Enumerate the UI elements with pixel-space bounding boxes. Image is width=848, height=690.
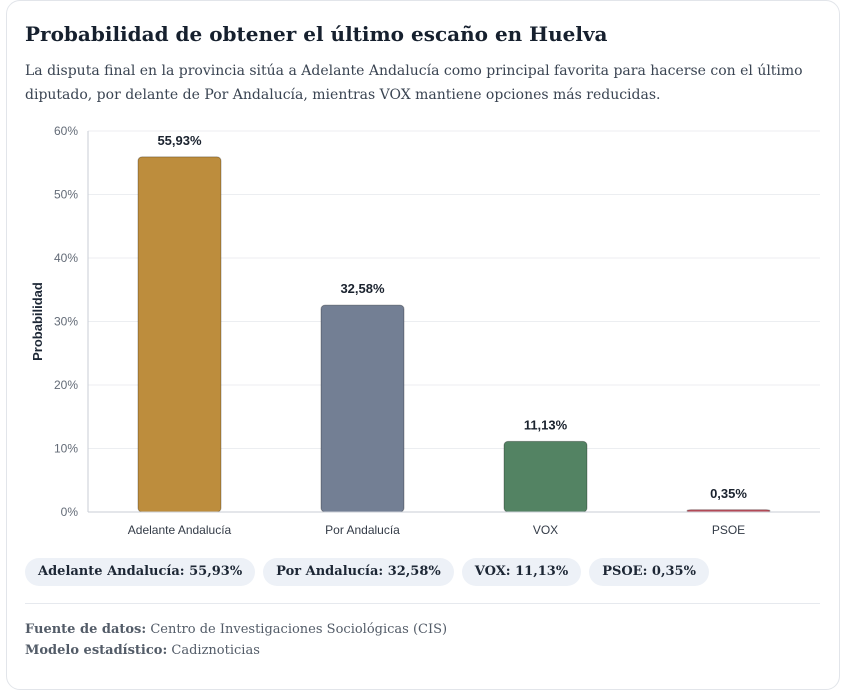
value-label-vox: 11,13% xyxy=(524,417,568,432)
y-tick-label: 50% xyxy=(54,188,78,202)
bar-adelante-andalucia[interactable] xyxy=(137,156,222,513)
source-label: Fuente de datos: xyxy=(25,622,147,637)
value-label-adelante-andalucia: 55,93% xyxy=(157,133,202,148)
source-value: Centro de Investigaciones Sociológicas (… xyxy=(150,622,448,637)
legend-pill-vox: VOX: 11,13% xyxy=(461,558,582,586)
chart-subtitle: La disputa final en la provincia sitúa a… xyxy=(25,63,803,103)
y-tick-label: 60% xyxy=(54,124,78,138)
bar-chart: 0% 10% 20% 30% 40% 50% 60% Probabilidad 55,93%… xyxy=(30,124,820,537)
y-tick-label: 10% xyxy=(54,442,78,456)
x-tick-label-adelante-andalucia: Adelante Andalucía xyxy=(128,523,232,537)
y-axis-ticks: 0% 10% 20% 30% 40% 50% 60% xyxy=(54,124,78,519)
value-labels: 55,93% 32,58% 11,13% 0,35% xyxy=(157,133,747,501)
y-axis-label: Probabilidad xyxy=(30,282,45,361)
chart-footer: Fuente de datos: Centro de Investigacion… xyxy=(25,619,447,661)
x-axis-ticks: Adelante Andalucía Por Andalucía VOX PSOE xyxy=(128,523,745,537)
legend-pill-adelante-andalucia: Adelante Andalucía: 55,93% xyxy=(25,558,256,586)
y-tick-label: 30% xyxy=(54,315,78,329)
source-line: Fuente de datos: Centro de Investigacion… xyxy=(25,619,447,640)
x-tick-label-por-andalucia: Por Andalucía xyxy=(325,523,400,537)
legend-pill-por-andalucia: Por Andalucía: 32,58% xyxy=(263,558,454,586)
model-line: Modelo estadístico: Cadiznoticias xyxy=(25,640,447,661)
model-value: Cadiznoticias xyxy=(171,643,260,658)
y-tick-label: 40% xyxy=(54,251,78,265)
model-label: Modelo estadístico: xyxy=(25,643,168,658)
value-label-por-andalucia: 32,58% xyxy=(340,281,385,296)
bar-vox[interactable] xyxy=(503,440,588,513)
x-tick-label-psoe: PSOE xyxy=(712,523,745,537)
bar-por-andalucia[interactable] xyxy=(320,304,405,513)
summary-legend: Adelante Andalucía: 55,93% Por Andalucía… xyxy=(25,558,709,586)
y-tick-label: 0% xyxy=(61,505,79,519)
footer-divider xyxy=(25,603,820,604)
value-label-psoe: 0,35% xyxy=(710,486,747,501)
chart-title: Probabilidad de obtener el último escaño… xyxy=(25,22,608,46)
x-tick-label-vox: VOX xyxy=(533,523,558,537)
bars xyxy=(137,156,771,513)
y-tick-label: 20% xyxy=(54,378,78,392)
legend-pill-psoe: PSOE: 0,35% xyxy=(589,558,709,586)
